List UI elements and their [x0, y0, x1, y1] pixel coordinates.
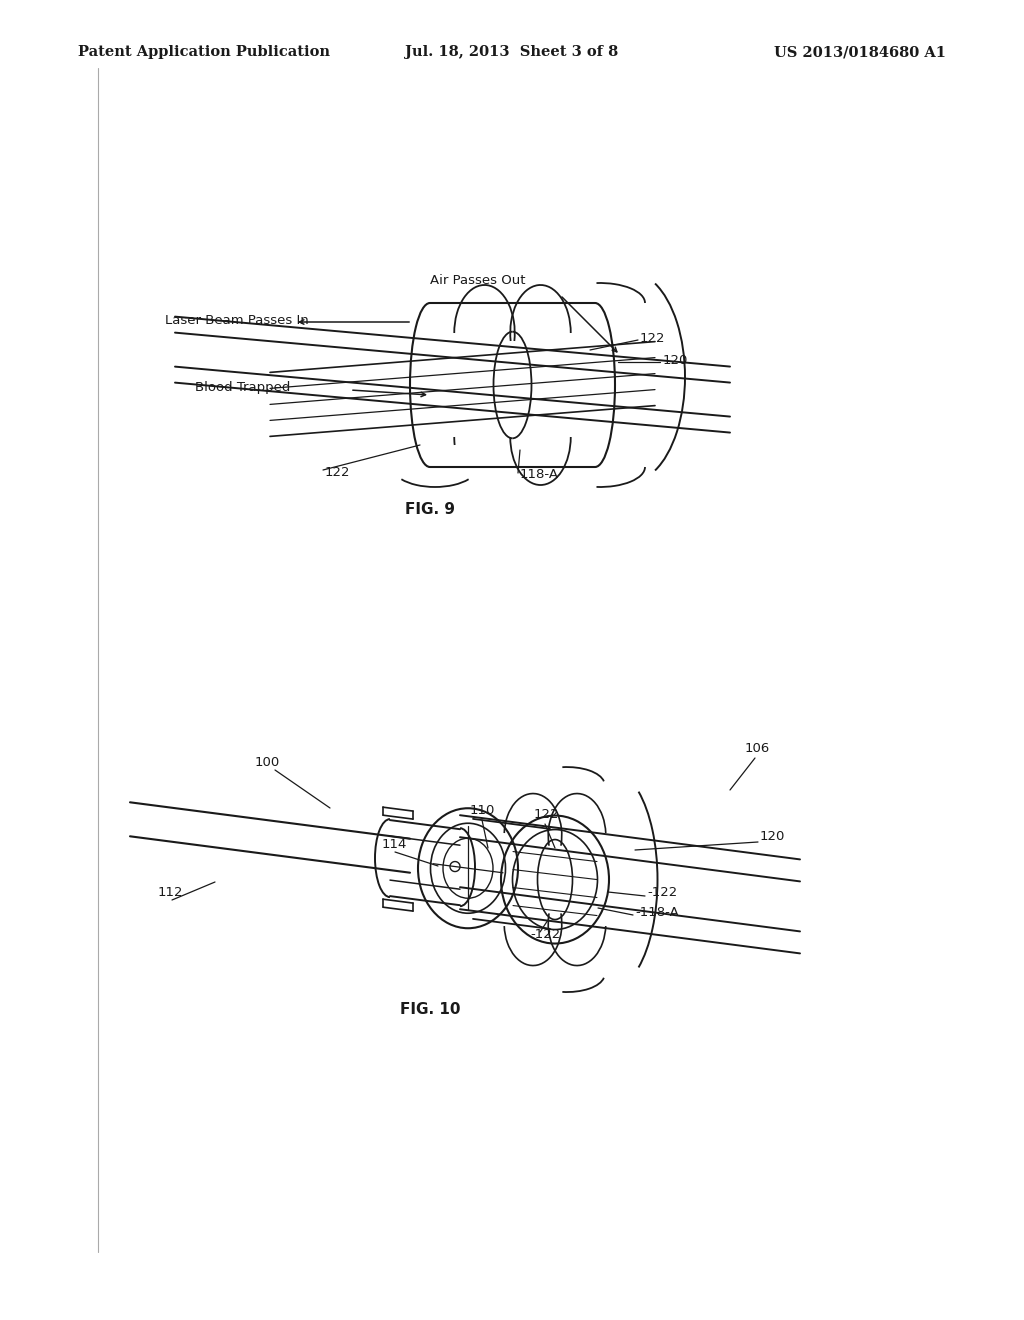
- Text: 112: 112: [158, 887, 183, 899]
- Text: -122: -122: [647, 887, 677, 899]
- Text: 122: 122: [640, 331, 666, 345]
- Text: 114: 114: [382, 838, 408, 851]
- Text: 100: 100: [255, 755, 281, 768]
- Text: Blood Trapped: Blood Trapped: [195, 381, 291, 395]
- Text: 122: 122: [534, 808, 559, 821]
- Text: FIG. 10: FIG. 10: [399, 1002, 460, 1018]
- Text: 110: 110: [470, 804, 496, 817]
- Text: US 2013/0184680 A1: US 2013/0184680 A1: [774, 45, 946, 59]
- Text: Patent Application Publication: Patent Application Publication: [78, 45, 330, 59]
- Text: 118-A: 118-A: [520, 469, 559, 482]
- Text: 106: 106: [745, 742, 770, 755]
- Text: -118-A: -118-A: [635, 906, 679, 919]
- Text: FIG. 9: FIG. 9: [406, 503, 455, 517]
- Text: -122: -122: [530, 928, 560, 941]
- Text: Air Passes Out: Air Passes Out: [430, 273, 525, 286]
- Text: 120: 120: [760, 829, 785, 842]
- Text: Laser Beam Passes In: Laser Beam Passes In: [165, 314, 309, 326]
- Text: Jul. 18, 2013  Sheet 3 of 8: Jul. 18, 2013 Sheet 3 of 8: [406, 45, 618, 59]
- Text: 122: 122: [325, 466, 350, 479]
- Text: 120: 120: [663, 354, 688, 367]
